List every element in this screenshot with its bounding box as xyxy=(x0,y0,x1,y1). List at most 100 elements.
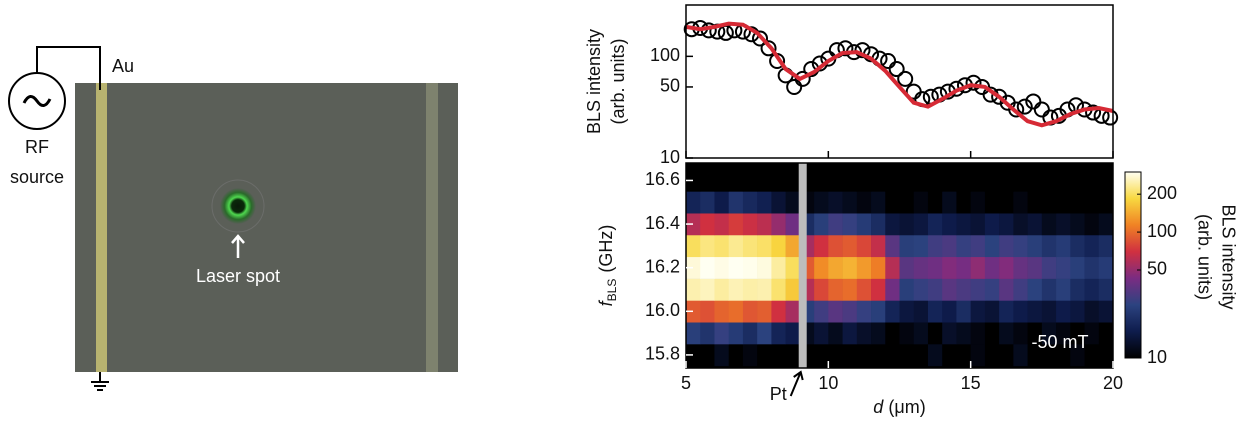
heatmap-cell xyxy=(942,344,957,367)
heatmap-cell xyxy=(728,234,744,258)
heatmap-cell xyxy=(771,256,786,279)
heatmap-cell xyxy=(1027,278,1043,301)
heatmap-cell xyxy=(956,234,971,258)
pt-strip xyxy=(798,163,807,368)
heatmap-cell xyxy=(899,169,915,192)
heatmap-cell xyxy=(1013,213,1028,236)
plot-frame xyxy=(685,162,1114,369)
heatmap-cell xyxy=(700,191,715,214)
heatmap-cell xyxy=(814,344,829,367)
heatmap-cell xyxy=(1084,256,1100,279)
heatmap-cell xyxy=(742,344,758,367)
colorbar-tick-label: 100 xyxy=(1147,221,1177,241)
heatmap-cell xyxy=(927,169,943,192)
heatmap-cell xyxy=(686,344,701,367)
heatmap-cell xyxy=(1056,169,1071,192)
heatmap-cell xyxy=(714,191,729,214)
heatmap-cell xyxy=(828,191,843,214)
heatmap-cell xyxy=(700,256,715,279)
colorbar-tick-label: 200 xyxy=(1147,183,1177,203)
heatmap-cell xyxy=(942,234,957,258)
micrograph xyxy=(75,83,458,372)
heatmap-cell xyxy=(999,278,1014,301)
heatmap-cell xyxy=(1098,213,1114,236)
heatmap-cell xyxy=(742,191,758,214)
heatmap-cell xyxy=(757,191,772,214)
heatmap-cell xyxy=(1027,344,1043,367)
heatmap-cell xyxy=(1070,234,1085,258)
micrograph-panel: Au RF source Laser spot xyxy=(8,46,458,391)
heatmap-cell xyxy=(1041,344,1057,367)
heatmap-cell xyxy=(1084,322,1100,345)
heatmap-cell xyxy=(757,256,772,279)
heatmap-cell xyxy=(999,169,1014,192)
heatmap-cell xyxy=(885,256,900,279)
heatmap-cell xyxy=(1084,169,1100,192)
heatmap-cell xyxy=(700,322,715,345)
y-tick-label: 16.2 xyxy=(645,256,680,276)
heatmap-cell xyxy=(984,300,1000,323)
heatmap-cell xyxy=(700,300,715,323)
heatmap-cell xyxy=(728,169,744,192)
heatmap-cell xyxy=(785,213,801,236)
heatmap-cell xyxy=(927,278,943,301)
heatmap-cell xyxy=(828,278,843,301)
ground xyxy=(91,372,109,391)
heatmap-cell xyxy=(1041,322,1057,345)
heatmap-cell xyxy=(1056,344,1071,367)
heatmap-cell xyxy=(1084,213,1100,236)
heatmap-cell xyxy=(714,278,729,301)
heatmap-cell xyxy=(999,322,1014,345)
heatmap-cell xyxy=(999,234,1014,258)
heatmap-cell xyxy=(728,213,744,236)
data-point xyxy=(888,61,905,78)
heatmap-cell xyxy=(828,234,843,258)
heatmap-cell xyxy=(742,213,758,236)
data-point xyxy=(1085,104,1102,121)
heatmap-cell xyxy=(999,300,1014,323)
heatmap-cell xyxy=(913,256,929,279)
heatmap-cell xyxy=(714,256,729,279)
heatmap-cell xyxy=(1070,322,1085,345)
heatmap-cell xyxy=(1013,234,1028,258)
heatmap-cell xyxy=(885,213,900,236)
data-point xyxy=(897,70,914,87)
heatmap-cell xyxy=(686,213,701,236)
electrode xyxy=(426,83,438,372)
heatmap-cell xyxy=(686,191,701,214)
heatmap-cell xyxy=(785,256,801,279)
heatmap-cell xyxy=(956,191,971,214)
data-point xyxy=(786,78,803,95)
heatmap-cell xyxy=(742,234,758,258)
heatmap-cell xyxy=(970,234,986,258)
data-point xyxy=(794,70,811,87)
field-label: -50 mT xyxy=(1031,332,1088,352)
heatmap-cell xyxy=(871,256,886,279)
heatmap-cell xyxy=(1056,191,1071,214)
heatmap-cell xyxy=(899,278,915,301)
heatmap-cell xyxy=(1041,213,1057,236)
heatmap-cell xyxy=(842,213,858,236)
heatmap-cell xyxy=(700,169,715,192)
colorbar-tick-label: 50 xyxy=(1147,259,1167,279)
wire xyxy=(36,46,101,90)
heatmap-cell xyxy=(828,256,843,279)
heatmap-cell xyxy=(771,169,786,192)
heatmap-cell xyxy=(1013,300,1028,323)
heatmap-cell xyxy=(956,344,971,367)
y-tick-label: 16.0 xyxy=(645,300,680,320)
heatmap-cell xyxy=(686,278,701,301)
heatmap-cell xyxy=(828,344,843,367)
heatmap-cell xyxy=(742,322,758,345)
heatmap-cell xyxy=(1084,278,1100,301)
heatmap-cell xyxy=(757,300,772,323)
y-tick-label: 16.6 xyxy=(645,169,680,189)
y-axis-label: fBLS (GHz) xyxy=(596,225,619,307)
heatmap-cell xyxy=(999,191,1014,214)
heatmap-cell xyxy=(956,278,971,301)
heatmap-cell xyxy=(1027,213,1043,236)
heatmap-cell xyxy=(885,344,900,367)
data-point xyxy=(717,24,734,41)
heatmap-cell xyxy=(942,213,957,236)
heatmap-cell xyxy=(1056,234,1071,258)
